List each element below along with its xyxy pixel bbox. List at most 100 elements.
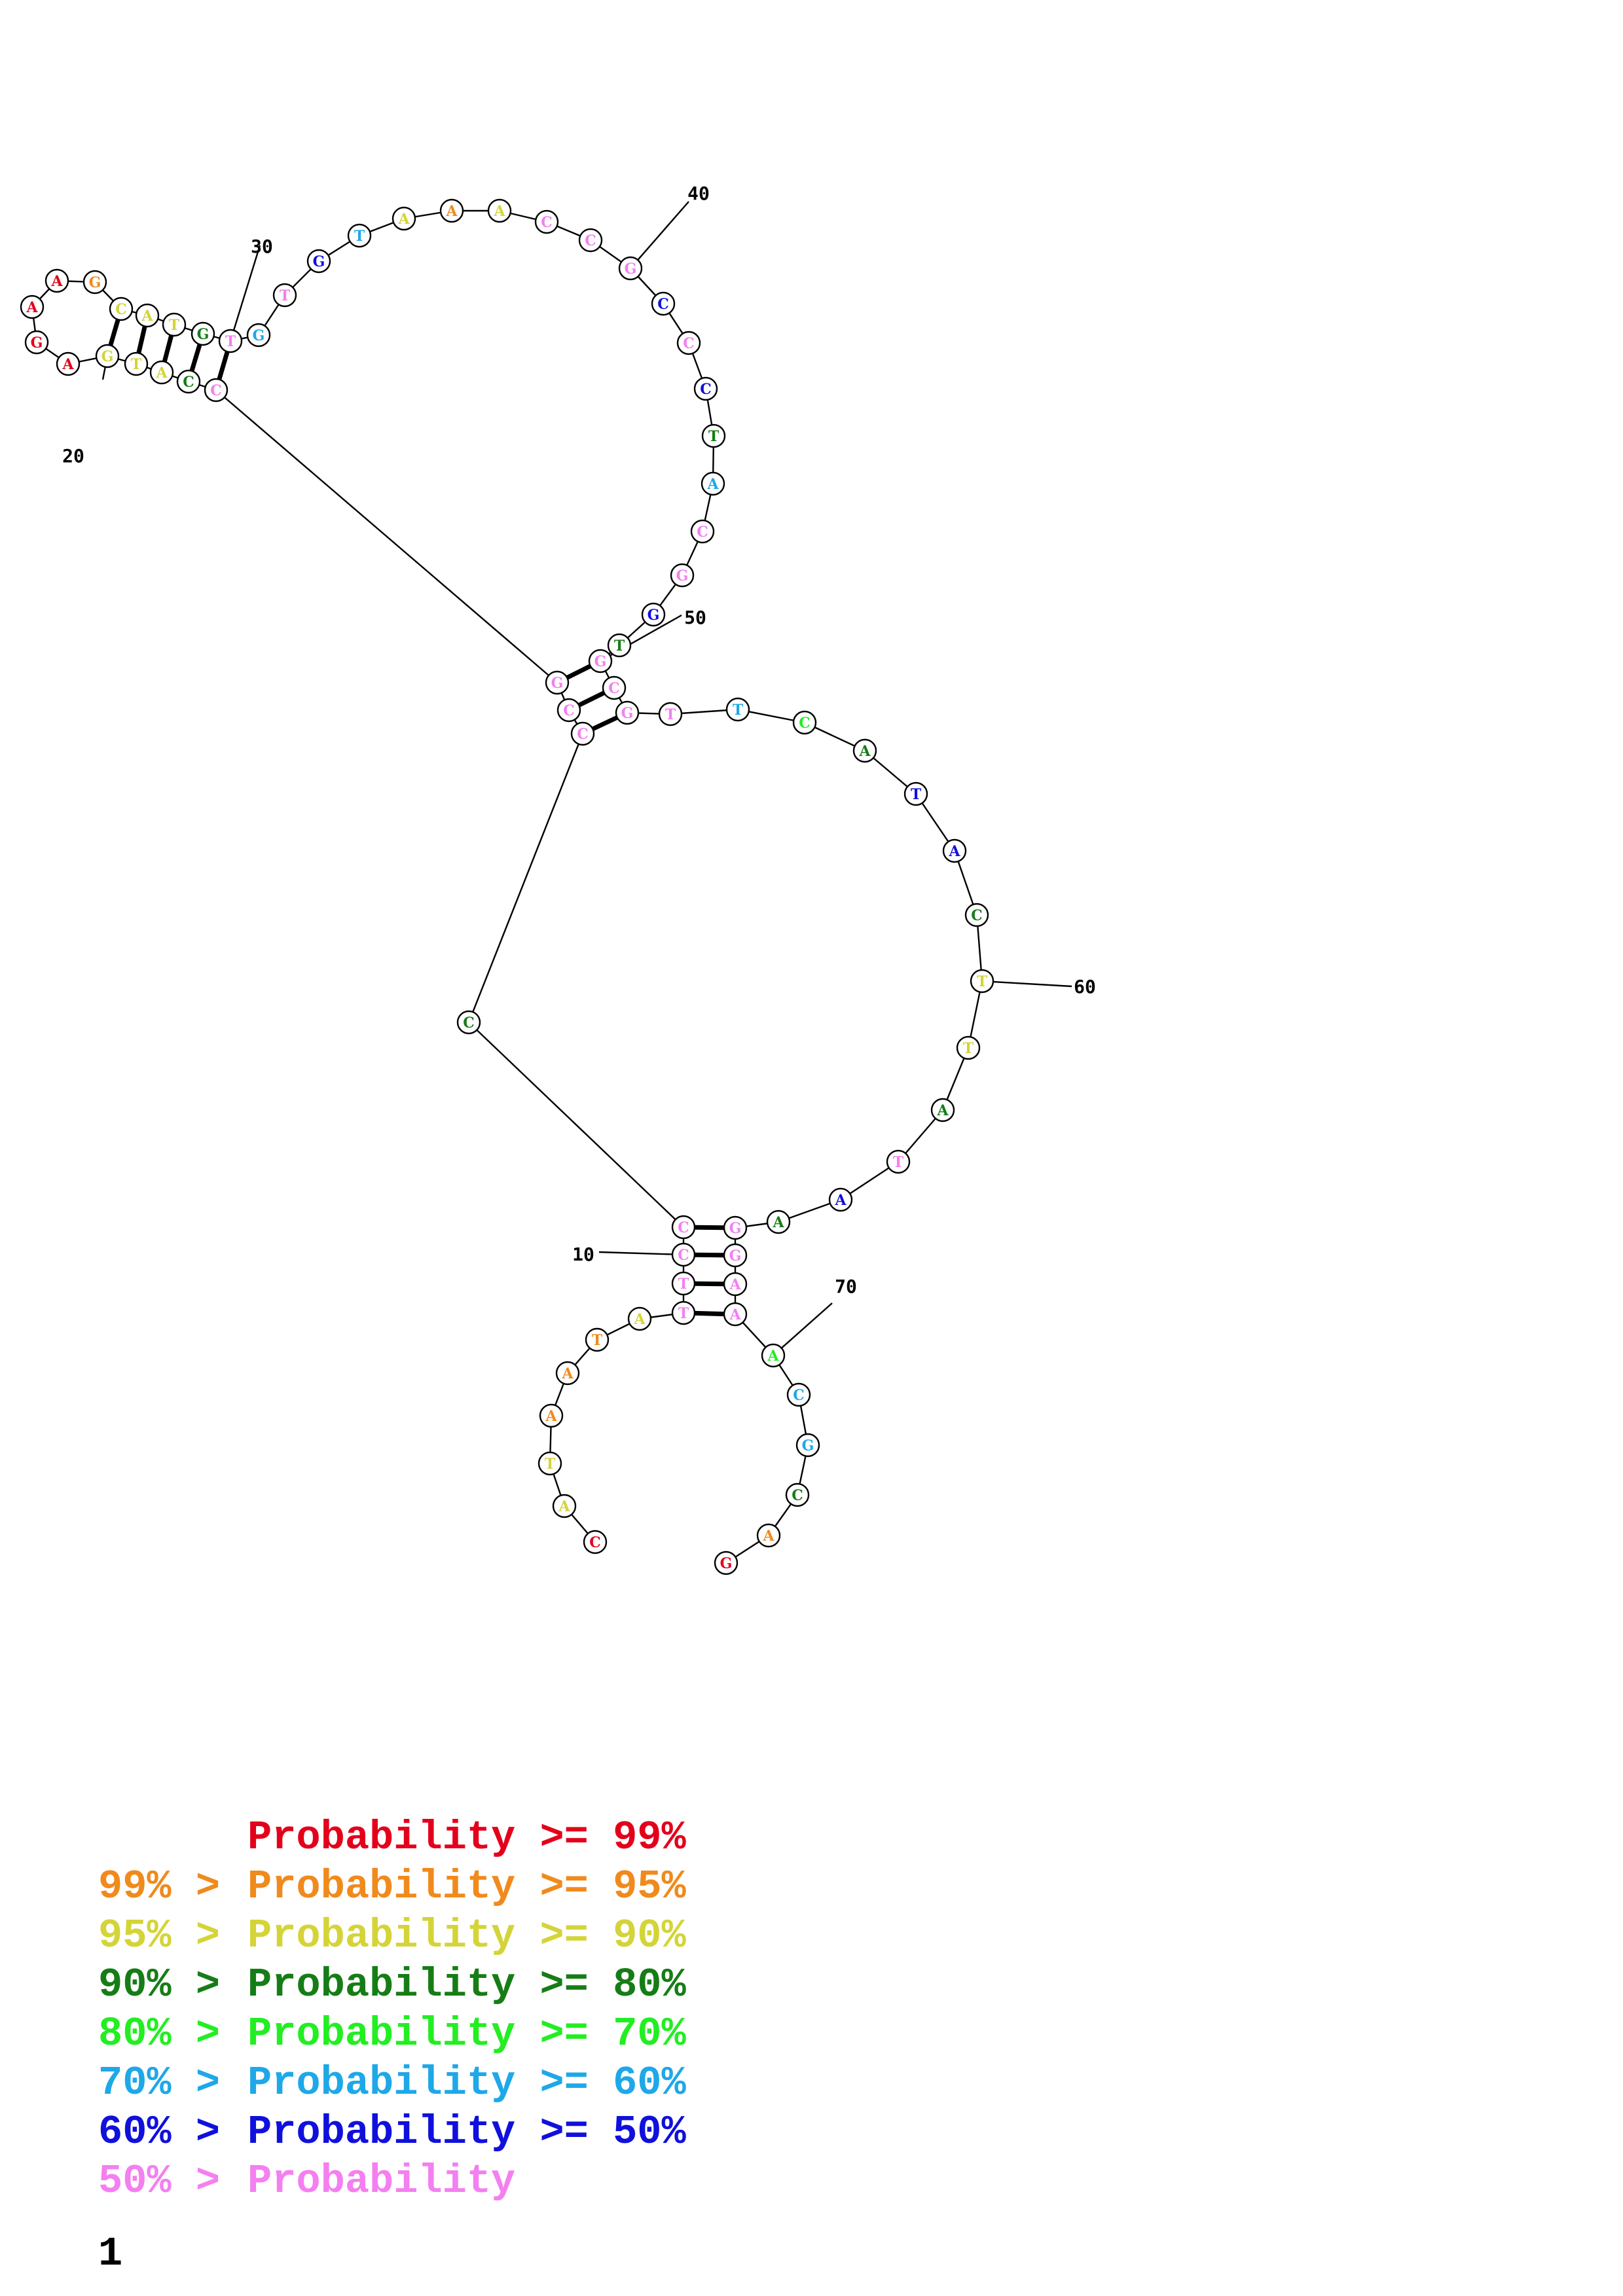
nucleotide-41: C (651, 291, 676, 316)
nucleotide-circle (658, 702, 683, 726)
nucleotide-circle (723, 1215, 748, 1240)
nucleotide-letter: A (62, 356, 74, 373)
nucleotide-10: C (671, 1242, 696, 1267)
nucleotide-circle (671, 1215, 696, 1240)
nucleotide-circle (570, 721, 595, 746)
legend-label: Probability >= 50% (247, 2109, 686, 2155)
nucleotide-letter: C (700, 381, 712, 398)
backbone-link (468, 1022, 684, 1228)
nucleotide-circle (552, 1494, 577, 1518)
nucleotide-circle (671, 1271, 696, 1296)
nucleotide-circle (538, 1451, 562, 1476)
nucleotide-letter: T (678, 1276, 689, 1293)
nucleotide-74: A (756, 1523, 781, 1548)
nucleotide-circle (671, 1300, 696, 1325)
nucleotide-letter: G (720, 1555, 733, 1572)
nucleotide-letter: T (733, 702, 744, 719)
nucleotide-circle (585, 1327, 610, 1352)
nucleotide-9: T (671, 1271, 696, 1296)
nucleotide-letter: C (678, 1247, 689, 1264)
page-number: 1 (98, 2231, 123, 2277)
nucleotide-letter: C (683, 335, 695, 352)
nucleotide-54: T (725, 697, 750, 722)
nucleotide-letter: A (762, 1528, 775, 1545)
nucleotide-28: T (162, 312, 187, 337)
nucleotide-circle (602, 675, 627, 700)
nucleotide-circle (690, 519, 715, 544)
nucleotide-circle (439, 198, 464, 223)
backbone-links (31, 209, 983, 1564)
nucleotide-55: C (792, 710, 817, 735)
legend-range: 80% > (98, 2011, 221, 2057)
nucleotide-circle (942, 838, 967, 863)
nucleotide-letter: A (50, 273, 63, 290)
nucleotide-23: A (20, 295, 45, 319)
nucleotide-letter: G (802, 1437, 814, 1454)
nucleotide-letter: G (676, 567, 689, 584)
nucleotide-letter: C (971, 907, 983, 924)
nucleotide-letter: C (563, 702, 575, 719)
legend-label: Probability >= 60% (247, 2060, 686, 2106)
nucleotide-letter: G (551, 675, 564, 692)
legend-row: 50% > Probability (98, 2157, 686, 2206)
nucleotide-circle (627, 1306, 652, 1331)
nucleotide-letter: A (561, 1365, 574, 1382)
nucleotide-18: A (149, 360, 174, 385)
nucleotide-63: T (886, 1149, 911, 1174)
nucleotide-48: G (641, 602, 666, 627)
nucleotide-letter: T (354, 228, 365, 245)
nucleotide-11: C (671, 1215, 696, 1240)
nucleotide-letter: G (89, 274, 101, 291)
index-label-40: 40 (687, 183, 710, 204)
nucleotide-circle (828, 1187, 853, 1212)
nucleotide-circle (56, 351, 81, 376)
nucleotide-circle (714, 1551, 739, 1575)
nucleotide-32: T (272, 283, 297, 308)
nucleotide-64: A (828, 1187, 853, 1212)
nucleotide-circle (392, 206, 416, 231)
nucleotide-50: G (588, 649, 613, 673)
nucleotide-letter: A (729, 1306, 741, 1323)
nucleotide-letter: C (463, 1014, 475, 1031)
nucleotide-15: G (545, 670, 570, 695)
nucleotide-70: A (761, 1343, 786, 1368)
nucleotide-circle (786, 1382, 811, 1407)
legend-label: Probability >= 95% (247, 1863, 686, 1910)
nucleotide-circle (641, 602, 666, 627)
legend-row: 60% > Probability >= 50% (98, 2108, 686, 2157)
nucleotide-circle (82, 270, 107, 295)
nucleotide-circle (676, 331, 701, 355)
nucleotide-letter: T (592, 1332, 603, 1349)
nucleotide-letter: C (792, 1487, 803, 1504)
nucleotide-36: A (439, 198, 464, 223)
nucleotide-40: G (618, 256, 643, 281)
nucleotide-circle (795, 1433, 820, 1458)
nucleotide-letter: T (614, 637, 625, 655)
legend-row: 99% > Probability >= 95% (98, 1862, 686, 1911)
nucleotide-circle (45, 268, 69, 293)
nucleotide-circle (693, 376, 718, 401)
nucleotide-circle (930, 1098, 955, 1122)
nucleotide-letter: G (729, 1247, 742, 1265)
index-tick (993, 980, 1072, 988)
nucleotide-31: G (246, 323, 271, 348)
nucleotide-letter: A (633, 1311, 646, 1328)
nucleotide-16: C (204, 378, 228, 403)
nucleotide-letter: C (210, 382, 222, 399)
nucleotide-letter: G (31, 334, 43, 351)
base-pair-bond (694, 1310, 725, 1317)
nucleotide-26: C (109, 296, 134, 321)
nucleotide-circle (766, 1210, 791, 1234)
nucleotide-circle (162, 312, 187, 337)
nucleotide-circle (886, 1149, 911, 1174)
nucleotide-circle (723, 1272, 748, 1297)
nucleotide-letter: T (545, 1456, 556, 1473)
nucleotide-circle (588, 649, 613, 673)
nucleotide-7: A (627, 1306, 652, 1331)
nucleotide-letter: A (767, 1348, 779, 1365)
nucleotide-circle (246, 323, 271, 348)
nucleotide-circle (204, 378, 228, 403)
nucleotide-circle (964, 903, 989, 927)
nucleotide-33: G (306, 249, 331, 274)
